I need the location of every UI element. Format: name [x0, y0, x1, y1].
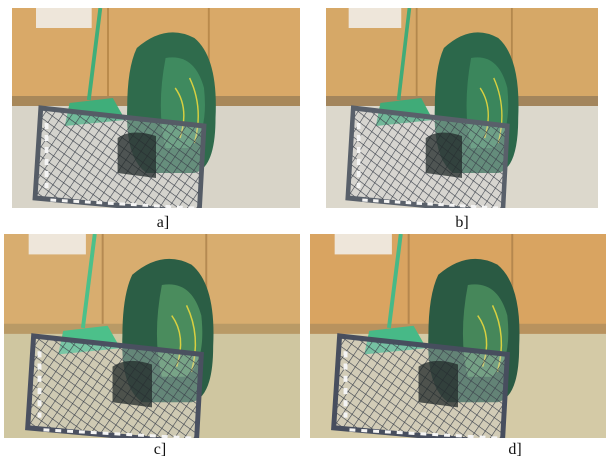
- image-panel: [4, 234, 300, 438]
- panel-caption: a]: [133, 214, 193, 232]
- panel-caption: b]: [432, 214, 492, 232]
- image-panel: [326, 8, 598, 208]
- panel-caption: d]: [485, 441, 545, 459]
- image-panel: [12, 8, 300, 208]
- image-panel: [310, 234, 606, 438]
- panel-caption: c]: [130, 441, 190, 459]
- figure: a] b] c] d]: [0, 0, 609, 461]
